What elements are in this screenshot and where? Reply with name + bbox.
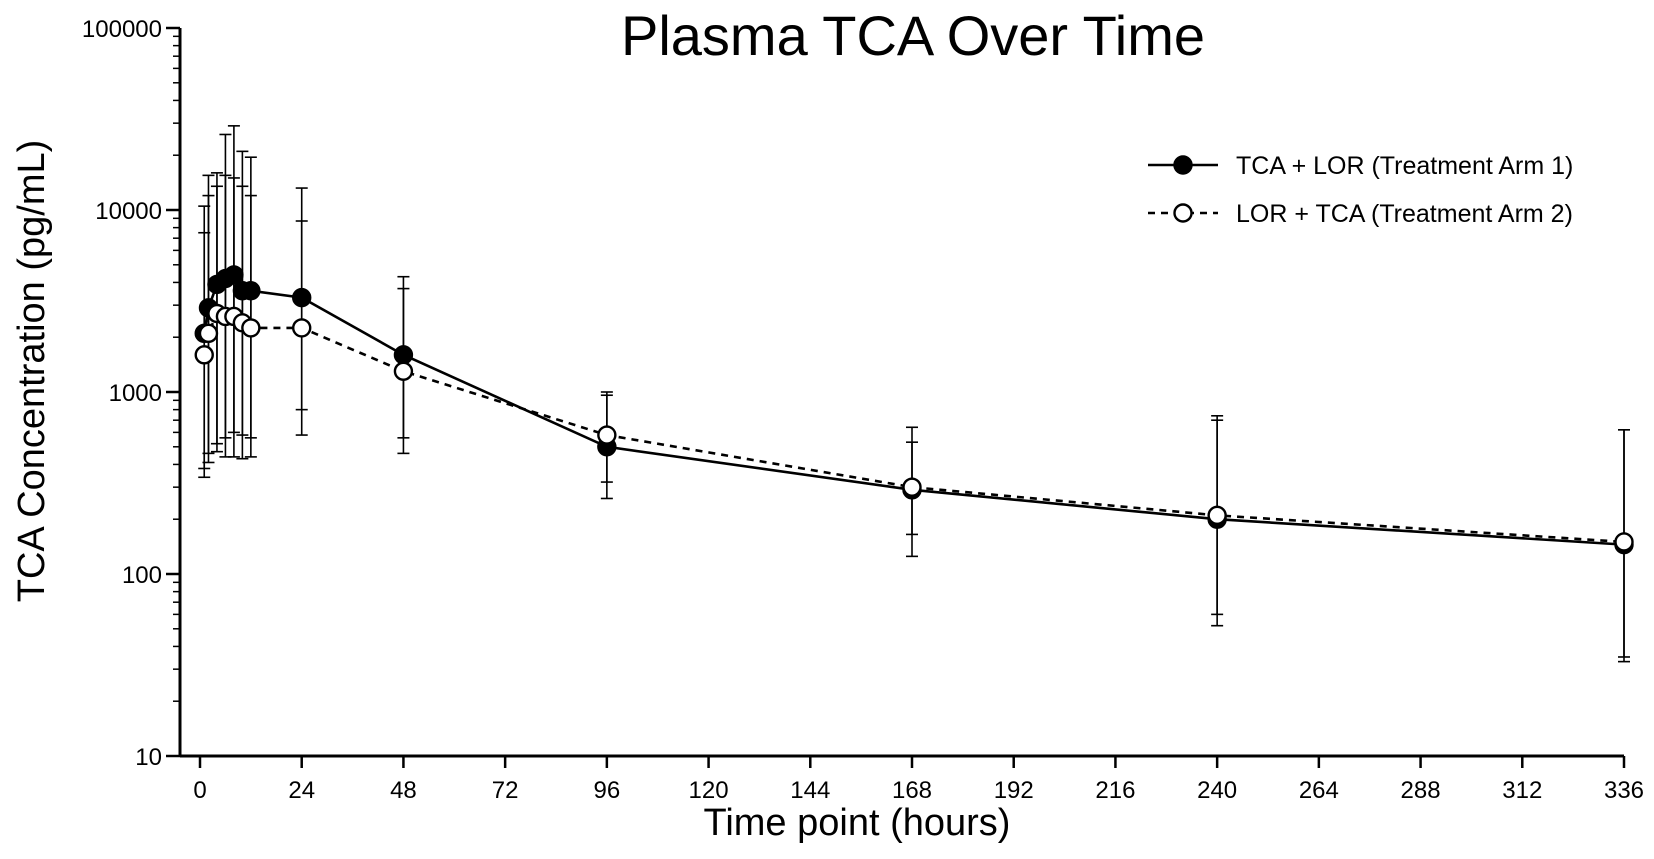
x-tick-label: 288 [1401, 777, 1441, 804]
data-point [1614, 532, 1634, 552]
chart-title: Plasma TCA Over Time [621, 4, 1205, 67]
data-point [241, 318, 261, 338]
data-point [902, 477, 922, 497]
x-tick-label: 120 [689, 777, 729, 804]
legend: TCA + LOR (Treatment Arm 1) LOR + TCA (Tr… [1148, 152, 1573, 228]
data-point [393, 361, 414, 381]
legend-marker [1173, 203, 1193, 223]
legend-item-1: TCA + LOR (Treatment Arm 1) [1148, 152, 1573, 180]
y-tick-label: 10 [135, 744, 162, 771]
data-point [198, 323, 219, 344]
data-point [292, 318, 312, 338]
x-tick-label: 216 [1095, 777, 1135, 804]
y-tick-label: 100000 [82, 16, 162, 43]
data-point [194, 345, 214, 365]
x-tick-label: 312 [1502, 777, 1542, 804]
y-tick-label: 1000 [109, 380, 162, 407]
x-tick-label: 0 [193, 777, 206, 804]
y-tick-label: 10000 [95, 198, 162, 225]
x-tick-label: 336 [1604, 777, 1644, 804]
series-2 [194, 174, 1634, 658]
legend-item-2: LOR + TCA (Treatment Arm 2) [1148, 200, 1573, 228]
series-layer [194, 125, 1634, 663]
x-tick-label: 24 [288, 777, 315, 804]
x-tick-label: 264 [1299, 777, 1339, 804]
y-axis-label: TCA Concentration (pg/mL) [11, 140, 53, 603]
x-tick-label: 144 [790, 777, 830, 804]
data-point [597, 425, 617, 445]
x-tick-label: 240 [1197, 777, 1237, 804]
data-point [1207, 505, 1227, 526]
series-line [202, 273, 1625, 546]
y-tick-label: 100 [122, 562, 162, 589]
x-tick-label: 192 [994, 777, 1034, 804]
legend-label: LOR + TCA (Treatment Arm 2) [1236, 200, 1573, 228]
x-tick-label: 48 [390, 777, 417, 804]
legend-label: TCA + LOR (Treatment Arm 1) [1236, 152, 1573, 180]
x-axis-label: Time point (hours) [704, 802, 1011, 844]
x-tick-label: 168 [892, 777, 932, 804]
legend-marker [1173, 155, 1193, 175]
x-tick-label: 72 [492, 777, 519, 804]
axes: 10 100 1000 10000 100000 0 24 48 72 96 120 144 168 19… [82, 16, 1644, 804]
x-tick-label: 96 [594, 777, 621, 804]
